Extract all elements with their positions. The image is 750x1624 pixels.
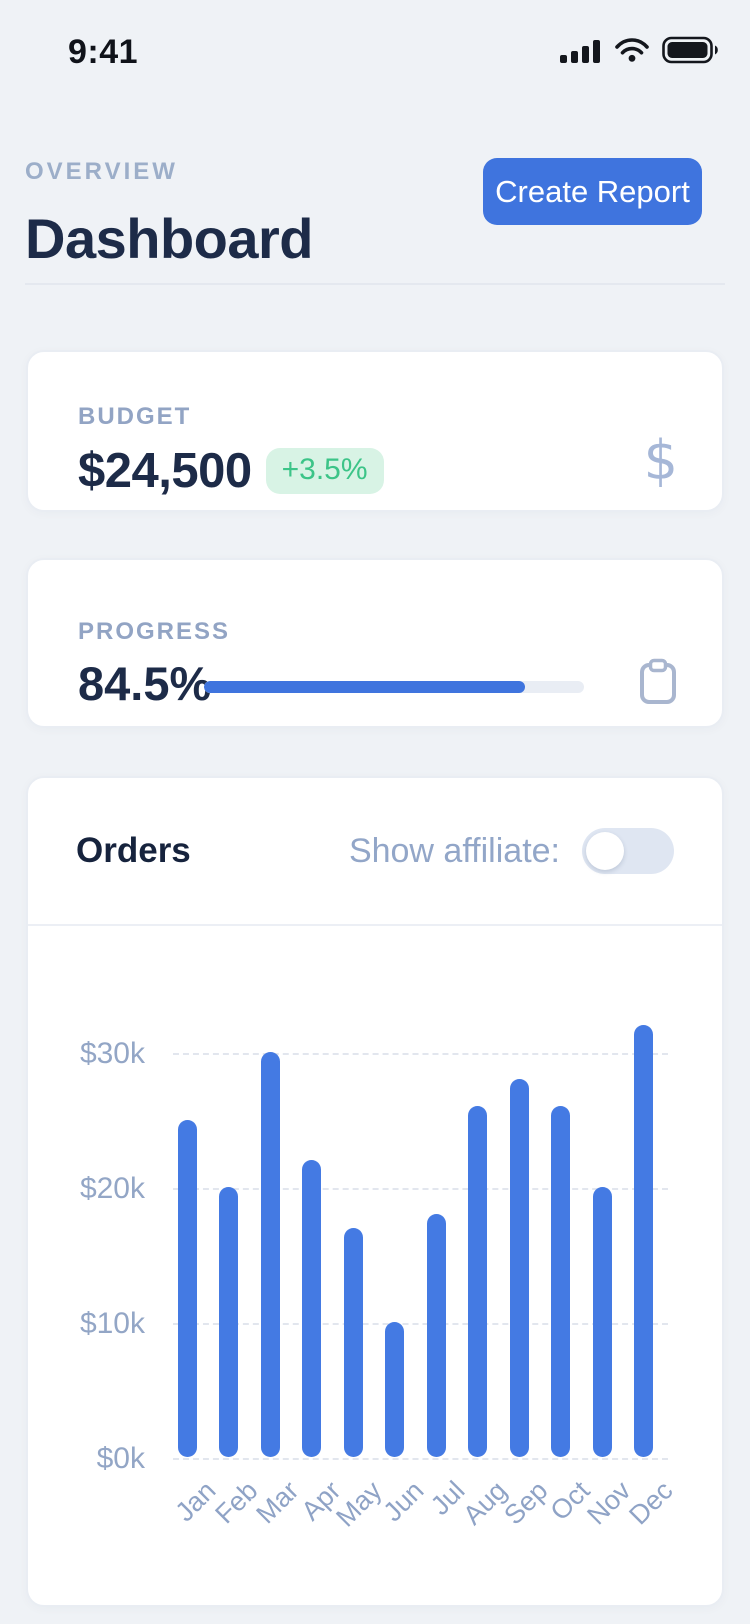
progress-value: 84.5% [78, 657, 212, 710]
chart-bar-aug [468, 1106, 487, 1457]
show-affiliate-toggle[interactable] [582, 828, 674, 874]
budget-card: BUDGET $24,500 +3.5% $ [26, 350, 724, 512]
chart-bar-jul [426, 1214, 446, 1457]
chart-bar-dec [634, 1025, 653, 1457]
progress-label: PROGRESS [78, 618, 231, 645]
progress-bar [204, 680, 584, 693]
orders-card: Orders Show affiliate: $0k $10k $20k $30k Ja… [26, 776, 724, 1607]
y-axis-tick-label: $20k [79, 1172, 145, 1205]
budget-value: $24,500 [78, 444, 252, 498]
gridline [173, 1323, 668, 1325]
budget-label: BUDGET [78, 403, 192, 430]
progress-bar-fill [204, 680, 526, 693]
wifi-icon [614, 37, 650, 68]
y-axis-tick-label: $10k [79, 1307, 145, 1340]
toggle-knob [586, 832, 624, 870]
gridline [173, 1188, 668, 1190]
orders-header: Orders Show affiliate: [28, 778, 722, 924]
header-divider [25, 283, 725, 285]
dollar-icon: $ [643, 429, 678, 492]
y-axis-tick-label: $0k [96, 1442, 145, 1475]
chart-bar-may [343, 1227, 363, 1457]
cellular-signal-icon [560, 37, 602, 68]
chart-bar-apr [302, 1160, 321, 1457]
status-time: 9:41 [68, 32, 139, 71]
chart-bar-jun [385, 1322, 404, 1457]
orders-title: Orders [76, 831, 191, 870]
status-bar: 9:41 [0, 0, 750, 90]
show-affiliate-label: Show affiliate: [348, 831, 560, 870]
chart-bar-jan [177, 1119, 197, 1457]
battery-icon [662, 36, 720, 69]
overview-eyebrow: OVERVIEW [25, 158, 178, 185]
y-axis-tick-label: $30k [79, 1037, 145, 1070]
chart-bar-feb [219, 1187, 238, 1457]
chart-bar-sep [509, 1079, 529, 1457]
budget-delta-badge: +3.5% [265, 448, 384, 494]
progress-card: PROGRESS 84.5% [26, 558, 724, 728]
chart-bar-mar [260, 1052, 280, 1457]
chart-bar-nov [592, 1187, 612, 1457]
status-icons [560, 36, 720, 69]
orders-chart-plot: $0k $10k $20k $30k Jan Feb Mar Apr May Jun Jul Aug S… [80, 1025, 678, 1533]
create-report-button[interactable]: Create Report [483, 158, 702, 225]
chart-bar-oct [551, 1106, 570, 1457]
gridline [173, 1053, 668, 1055]
orders-divider [28, 924, 722, 926]
page-title: Dashboard [25, 207, 314, 270]
gridline [173, 1458, 668, 1460]
clipboard-icon [638, 657, 678, 710]
